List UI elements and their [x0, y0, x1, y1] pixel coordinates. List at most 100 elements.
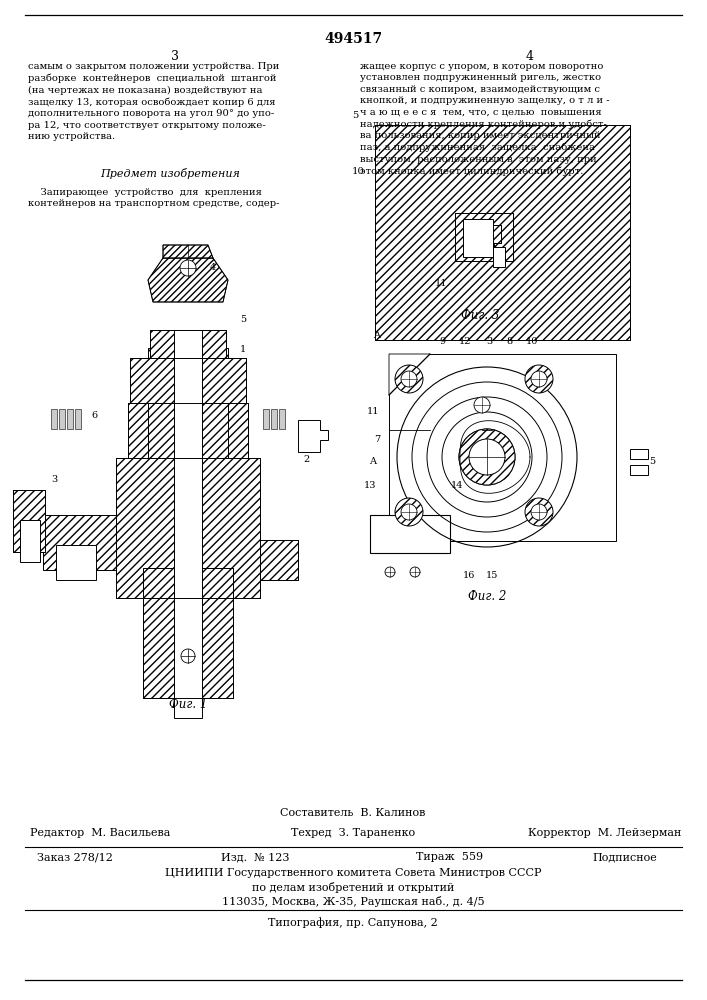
Text: 14: 14 — [451, 481, 463, 489]
Text: Предмет изобретения: Предмет изобретения — [100, 168, 240, 179]
Text: 9: 9 — [439, 338, 445, 347]
Text: 3: 3 — [171, 50, 179, 63]
Bar — [143, 568, 174, 598]
Text: 13: 13 — [363, 481, 376, 489]
Text: жащее корпус с упором, в котором поворотно
установлен подпружиненный ригель, жес: жащее корпус с упором, в котором поворот… — [360, 62, 609, 176]
Bar — [202, 358, 246, 403]
Bar — [202, 598, 233, 698]
Circle shape — [181, 649, 195, 663]
Circle shape — [474, 397, 490, 413]
Text: 11: 11 — [435, 278, 447, 288]
Bar — [51, 409, 57, 429]
Text: Редактор  М. Васильева: Редактор М. Васильева — [30, 828, 170, 838]
Circle shape — [180, 260, 196, 276]
Bar — [150, 330, 226, 358]
Circle shape — [410, 567, 420, 577]
Text: 12: 12 — [459, 338, 472, 347]
Text: 494517: 494517 — [324, 32, 382, 46]
Text: Составитель  В. Калинов: Составитель В. Калинов — [280, 808, 426, 818]
Text: 16: 16 — [463, 570, 475, 580]
Bar — [630, 465, 648, 475]
Bar — [389, 354, 616, 541]
Bar — [260, 540, 298, 580]
Bar — [202, 348, 228, 458]
Text: 3: 3 — [486, 338, 492, 347]
Bar — [67, 409, 73, 429]
Bar — [630, 449, 648, 459]
Text: 1: 1 — [240, 346, 246, 355]
Bar — [13, 490, 45, 552]
Text: 3: 3 — [52, 476, 58, 485]
Polygon shape — [298, 420, 328, 452]
Text: Фиг. 2: Фиг. 2 — [468, 590, 506, 603]
Text: Техред  З. Тараненко: Техред З. Тараненко — [291, 828, 415, 838]
Bar — [202, 358, 246, 403]
Bar — [130, 358, 174, 403]
Text: 5: 5 — [649, 458, 655, 466]
Text: Типография, пр. Сапунова, 2: Типография, пр. Сапунова, 2 — [268, 917, 438, 928]
Bar — [493, 247, 505, 267]
Text: 7: 7 — [374, 436, 380, 444]
Bar — [228, 403, 248, 458]
Bar — [174, 690, 202, 718]
Polygon shape — [163, 245, 213, 258]
Bar — [174, 330, 202, 358]
Text: Запирающее  устройство  для  крепления
контейнеров на транспортном средстве, сод: Запирающее устройство для крепления конт… — [28, 188, 279, 208]
Circle shape — [395, 498, 423, 526]
Text: 11: 11 — [367, 408, 379, 416]
Text: Изд.  № 123: Изд. № 123 — [221, 852, 289, 862]
Bar — [202, 568, 233, 598]
Bar — [271, 409, 277, 429]
Bar — [143, 598, 174, 698]
Bar — [375, 125, 630, 340]
Text: по делам изобретений и открытий: по делам изобретений и открытий — [252, 882, 454, 893]
Bar — [174, 458, 202, 598]
Text: A: A — [370, 458, 377, 466]
Text: 10: 10 — [352, 167, 365, 176]
Bar — [202, 348, 228, 458]
Bar — [279, 409, 285, 429]
Text: 8: 8 — [506, 338, 512, 347]
Bar — [174, 358, 202, 403]
Text: A: A — [373, 330, 380, 340]
Circle shape — [401, 504, 417, 520]
Bar — [116, 458, 174, 598]
Text: Корректор  М. Лейзерман: Корректор М. Лейзерман — [528, 828, 682, 838]
Text: ЦНИИПИ Государственного комитета Совета Министров СССР: ЦНИИПИ Государственного комитета Совета … — [165, 868, 542, 878]
Circle shape — [401, 371, 417, 387]
Bar — [202, 458, 260, 598]
Bar — [143, 598, 174, 698]
Circle shape — [531, 371, 547, 387]
Bar — [116, 458, 174, 598]
Bar — [128, 403, 148, 458]
Bar — [148, 348, 174, 458]
Text: 10: 10 — [526, 338, 538, 347]
Text: 5: 5 — [352, 110, 358, 119]
Text: Фиг. 1: Фиг. 1 — [169, 698, 207, 711]
Bar — [202, 598, 233, 698]
Bar — [174, 348, 202, 458]
Bar — [150, 330, 226, 358]
Text: Тираж  559: Тираж 559 — [416, 852, 484, 862]
Text: 5: 5 — [240, 316, 246, 324]
Bar — [463, 225, 501, 243]
Bar — [143, 568, 174, 598]
Bar — [128, 403, 148, 458]
Bar — [43, 515, 116, 570]
Bar — [59, 409, 65, 429]
Text: 4: 4 — [210, 262, 216, 271]
Bar — [263, 409, 269, 429]
Bar — [202, 458, 260, 598]
Bar — [20, 520, 40, 562]
Text: Фиг. 3: Фиг. 3 — [461, 309, 499, 322]
Bar — [130, 358, 174, 403]
Bar — [463, 219, 493, 257]
Text: Заказ 278/12: Заказ 278/12 — [37, 852, 113, 862]
Circle shape — [531, 504, 547, 520]
Bar — [455, 213, 513, 261]
Text: 6: 6 — [92, 410, 98, 420]
Circle shape — [525, 365, 553, 393]
Bar — [174, 598, 202, 698]
Text: 113035, Москва, Ж-35, Раушская наб., д. 4/5: 113035, Москва, Ж-35, Раушская наб., д. … — [222, 896, 484, 907]
Text: А - А: А - А — [464, 237, 496, 250]
